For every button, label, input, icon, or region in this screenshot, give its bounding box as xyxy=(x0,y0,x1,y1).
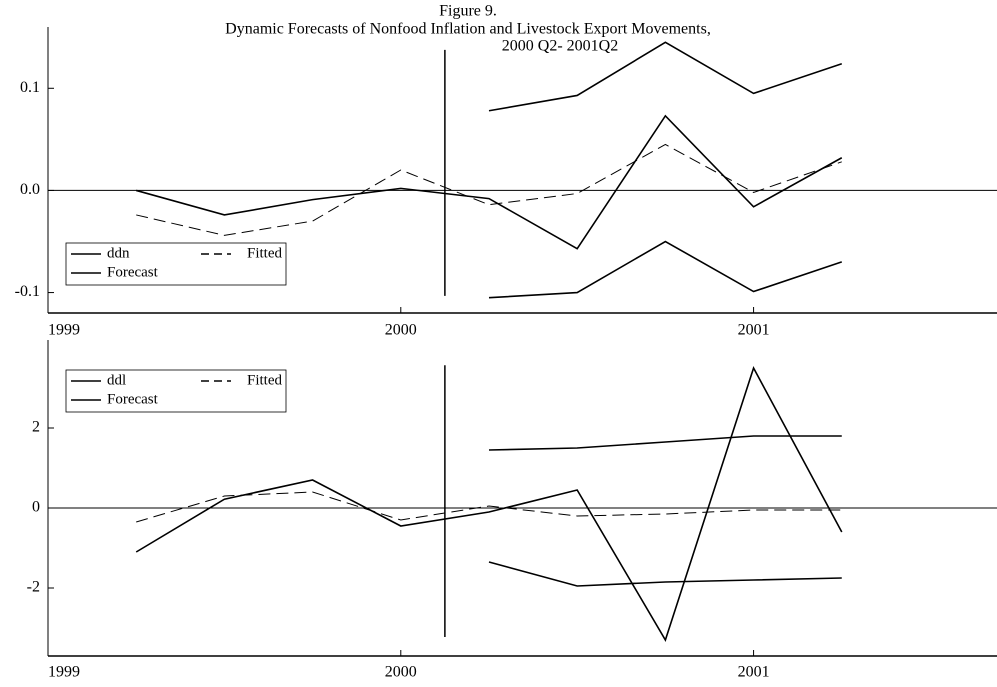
legend: ddn Fitted Forecast xyxy=(65,242,287,286)
legend-label: ddn xyxy=(107,245,130,261)
legend-label: Forecast xyxy=(107,264,159,280)
legend-label: ddl xyxy=(107,372,126,388)
x-tick-label: 1999 xyxy=(48,664,80,681)
y-tick-label: 0 xyxy=(32,499,40,516)
legend: ddl Fitted Forecast xyxy=(65,369,287,413)
y-tick-label: 0.1 xyxy=(20,79,40,96)
y-tick-label: -2 xyxy=(27,579,40,596)
legend-label: Forecast xyxy=(107,391,159,407)
series-line xyxy=(135,114,843,250)
series-line xyxy=(136,491,842,523)
legend-box xyxy=(65,242,287,286)
series-line xyxy=(136,143,842,236)
y-tick-label: -0.1 xyxy=(15,283,40,300)
series-line xyxy=(488,240,843,299)
y-tick-label: 0.0 xyxy=(20,181,40,198)
x-tick-label: 2000 xyxy=(385,322,417,339)
x-tick-label: 1999 xyxy=(48,322,80,339)
legend-box xyxy=(65,369,287,413)
series-line xyxy=(488,435,842,451)
legend-label: Fitted xyxy=(247,372,283,388)
figure-title: 2000 Q2- 2001Q2 xyxy=(502,38,618,55)
series-line xyxy=(135,365,843,642)
series-line xyxy=(488,561,842,587)
y-tick-label: 2 xyxy=(32,419,40,436)
legend-label: Fitted xyxy=(247,245,283,261)
x-tick-label: 2001 xyxy=(738,322,770,339)
x-tick-label: 2000 xyxy=(385,664,417,681)
figure-title: Figure 9. xyxy=(439,3,497,20)
series-line xyxy=(488,41,843,112)
x-tick-label: 2001 xyxy=(738,664,770,681)
figure-title: Dynamic Forecasts of Nonfood Inflation a… xyxy=(225,21,711,38)
